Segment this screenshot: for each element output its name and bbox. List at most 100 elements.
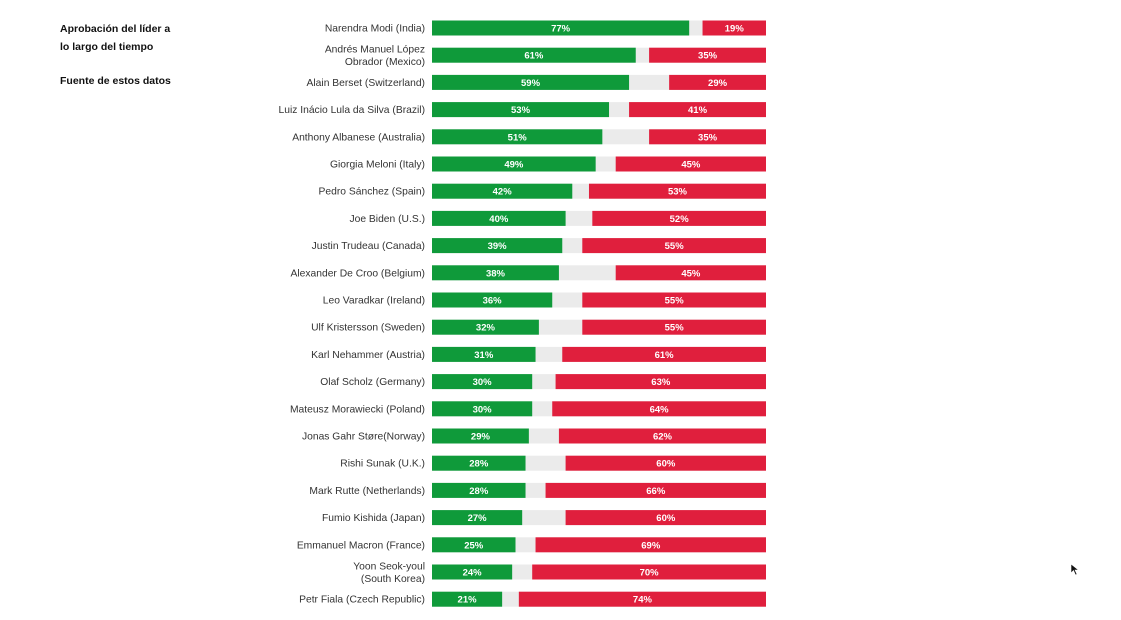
disapprove-bar bbox=[615, 156, 766, 172]
disapprove-bar bbox=[545, 482, 766, 498]
disapprove-value-label: 66% bbox=[646, 486, 666, 497]
category-label: Andrés Manuel López bbox=[325, 44, 425, 55]
disapprove-bar bbox=[565, 455, 766, 471]
approve-bar bbox=[432, 591, 503, 607]
approve-value-label: 38% bbox=[486, 268, 506, 279]
category-label: Joe Biden (U.S.) bbox=[349, 214, 425, 225]
approve-bar bbox=[432, 20, 690, 36]
category-label: Anthony Albanese (Australia) bbox=[292, 132, 425, 143]
disapprove-bar bbox=[702, 20, 766, 36]
disapprove-value-label: 35% bbox=[698, 132, 718, 143]
approve-bar bbox=[432, 292, 553, 308]
disapprove-value-label: 74% bbox=[633, 595, 653, 606]
disapprove-value-label: 55% bbox=[665, 241, 685, 252]
approve-value-label: 42% bbox=[493, 187, 513, 198]
approve-bar bbox=[432, 401, 533, 417]
disapprove-value-label: 35% bbox=[698, 51, 718, 62]
approve-bar bbox=[432, 510, 523, 526]
disapprove-value-label: 55% bbox=[665, 323, 685, 334]
disapprove-bar bbox=[558, 428, 766, 444]
approve-value-label: 53% bbox=[511, 105, 531, 116]
approve-value-label: 61% bbox=[524, 51, 544, 62]
disapprove-bar bbox=[582, 238, 766, 254]
disapprove-value-label: 45% bbox=[681, 268, 701, 279]
disapprove-value-label: 19% bbox=[725, 24, 745, 35]
approve-bar bbox=[432, 238, 563, 254]
approve-bar bbox=[432, 156, 596, 172]
approve-value-label: 30% bbox=[473, 377, 493, 388]
mouse-cursor-icon bbox=[1071, 564, 1079, 575]
approval-over-time-link[interactable]: Aprobación del líder a lo largo del tiem… bbox=[60, 20, 210, 56]
approve-value-label: 51% bbox=[508, 132, 528, 143]
disapprove-bar bbox=[565, 510, 766, 526]
approve-value-label: 25% bbox=[464, 540, 484, 551]
category-label: (South Korea) bbox=[361, 574, 425, 585]
approve-value-label: 39% bbox=[488, 241, 508, 252]
disapprove-value-label: 41% bbox=[688, 105, 708, 116]
category-label: Alexander De Croo (Belgium) bbox=[291, 268, 426, 279]
category-label: Karl Nehammer (Austria) bbox=[311, 350, 425, 361]
category-label: Alain Berset (Switzerland) bbox=[307, 78, 425, 89]
disapprove-value-label: 52% bbox=[670, 214, 690, 225]
category-label: Leo Varadkar (Ireland) bbox=[323, 296, 425, 307]
category-label: Fumio Kishida (Japan) bbox=[322, 513, 425, 524]
approve-value-label: 28% bbox=[469, 486, 489, 497]
disapprove-bar bbox=[555, 374, 766, 390]
approve-bar bbox=[432, 374, 533, 390]
disapprove-bar bbox=[582, 292, 766, 308]
approve-bar bbox=[432, 129, 603, 145]
category-label: Giorgia Meloni (Italy) bbox=[330, 160, 425, 171]
disapprove-bar bbox=[649, 129, 766, 145]
category-label: Narendra Modi (India) bbox=[325, 24, 425, 35]
disapprove-bar bbox=[629, 102, 766, 118]
category-label: Luiz Inácio Lula da Silva (Brazil) bbox=[278, 105, 425, 116]
approve-value-label: 36% bbox=[483, 296, 503, 307]
disapprove-value-label: 60% bbox=[656, 513, 676, 524]
category-label: Obrador (Mexico) bbox=[345, 57, 425, 68]
approve-value-label: 77% bbox=[551, 24, 571, 35]
approve-bar bbox=[432, 74, 630, 90]
disapprove-value-label: 69% bbox=[641, 540, 661, 551]
disapprove-bar bbox=[615, 265, 766, 281]
category-label: Petr Fiala (Czech Republic) bbox=[299, 595, 425, 606]
approve-value-label: 27% bbox=[468, 513, 488, 524]
disapprove-bar bbox=[592, 210, 766, 226]
approve-bar bbox=[432, 319, 539, 335]
category-label: Pedro Sánchez (Spain) bbox=[319, 187, 425, 198]
category-label: Mateusz Morawiecki (Poland) bbox=[290, 404, 425, 415]
approve-bar bbox=[432, 183, 573, 199]
disapprove-bar bbox=[518, 591, 766, 607]
disapprove-bar bbox=[552, 401, 766, 417]
approve-bar bbox=[432, 428, 529, 444]
category-label: Ulf Kristersson (Sweden) bbox=[311, 323, 425, 334]
approve-bar bbox=[432, 47, 636, 63]
category-label: Rishi Sunak (U.K.) bbox=[340, 459, 425, 470]
approve-bar bbox=[432, 210, 566, 226]
approve-bar bbox=[432, 564, 513, 580]
approve-bar bbox=[432, 346, 536, 362]
approve-bar bbox=[432, 537, 516, 553]
category-label: Mark Rutte (Netherlands) bbox=[309, 486, 425, 497]
disapprove-bar bbox=[649, 47, 766, 63]
approve-value-label: 49% bbox=[504, 160, 524, 171]
data-source-link[interactable]: Fuente de estos datos bbox=[60, 75, 171, 87]
category-label: Yoon Seok-youl bbox=[353, 561, 425, 572]
approval-link-line2: lo largo del tiempo bbox=[60, 41, 154, 53]
disapprove-bar bbox=[669, 74, 766, 90]
approve-value-label: 21% bbox=[458, 595, 478, 606]
approve-bar bbox=[432, 265, 559, 281]
disapprove-value-label: 60% bbox=[656, 459, 676, 470]
disapprove-value-label: 64% bbox=[650, 404, 670, 415]
disapprove-value-label: 55% bbox=[665, 296, 685, 307]
approve-value-label: 29% bbox=[471, 432, 491, 443]
disapprove-value-label: 63% bbox=[651, 377, 671, 388]
approve-value-label: 30% bbox=[473, 404, 493, 415]
disapprove-value-label: 53% bbox=[668, 187, 688, 198]
disapprove-value-label: 29% bbox=[708, 78, 728, 89]
disapprove-bar bbox=[532, 564, 766, 580]
category-label: Jonas Gahr Støre(Norway) bbox=[302, 432, 425, 443]
approval-link-line1: Aprobación del líder a bbox=[60, 23, 171, 35]
approve-bar bbox=[432, 455, 526, 471]
category-label: Justin Trudeau (Canada) bbox=[312, 241, 425, 252]
